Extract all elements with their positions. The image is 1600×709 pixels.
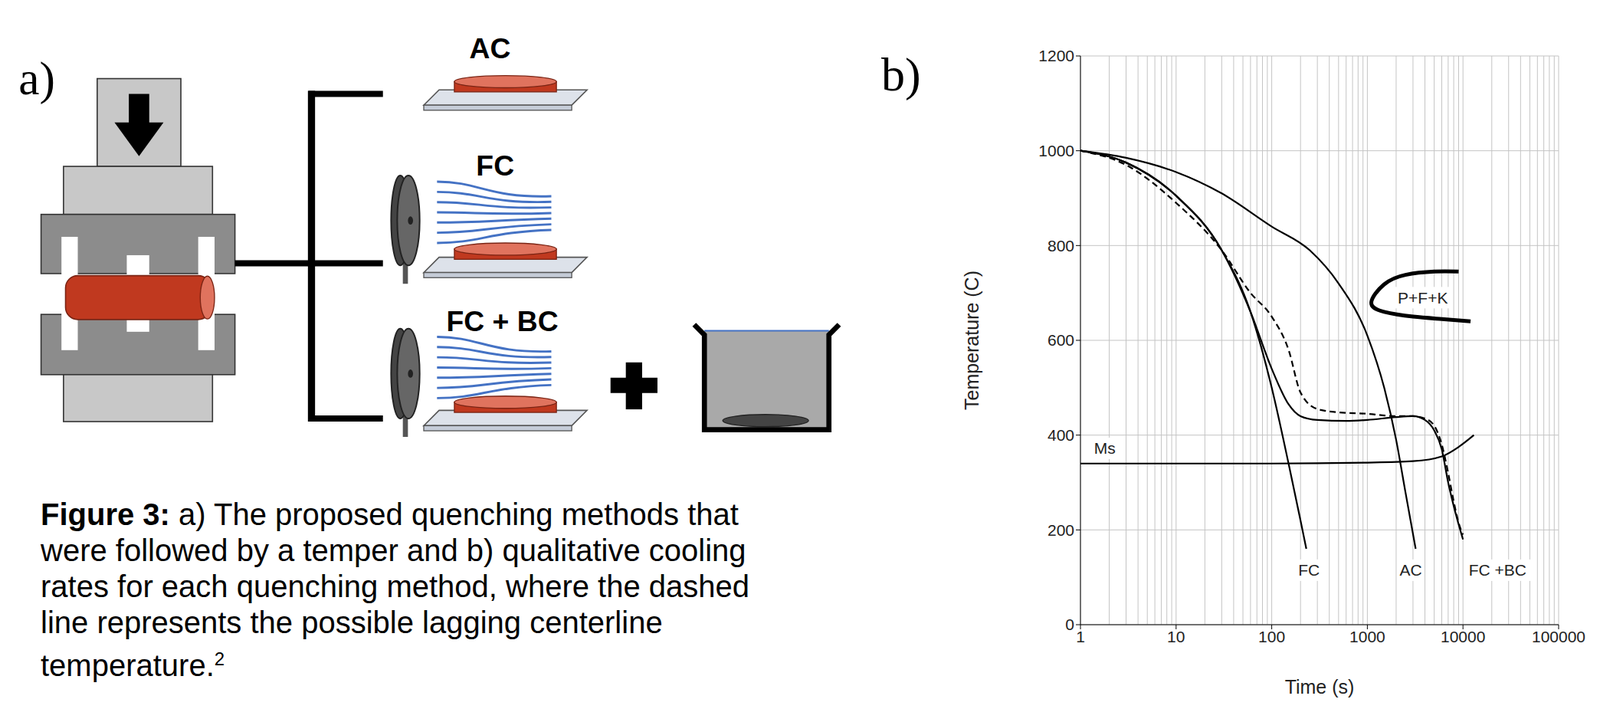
html-text:line represents the possible l: line represents the possible lagging cen… bbox=[40, 605, 663, 640]
svg-text:10: 10 bbox=[1167, 627, 1185, 646]
svg-text:Ms: Ms bbox=[1094, 439, 1116, 457]
svg-text:800: 800 bbox=[1047, 236, 1075, 255]
svg-text:400: 400 bbox=[1047, 426, 1075, 444]
html-text:temperature.2: temperature.2 bbox=[40, 648, 225, 683]
html-text:rates for each quenching metho: rates for each quenching method, where t… bbox=[40, 569, 750, 604]
svg-text:600: 600 bbox=[1047, 331, 1075, 349]
html-text:Figure 3: a) The proposed quen: Figure 3: a) The proposed quenching meth… bbox=[40, 497, 739, 532]
svg-text:FC + BC: FC + BC bbox=[446, 304, 559, 338]
svg-text:a): a) bbox=[18, 52, 56, 105]
svg-text:Time (s): Time (s) bbox=[1285, 675, 1355, 698]
svg-text:100000: 100000 bbox=[1531, 627, 1586, 646]
svg-text:0: 0 bbox=[1065, 615, 1075, 633]
svg-text:1000: 1000 bbox=[1349, 627, 1386, 646]
svg-text:FC: FC bbox=[475, 149, 515, 182]
svg-text:1200: 1200 bbox=[1038, 46, 1075, 65]
svg-text:200: 200 bbox=[1047, 521, 1075, 539]
svg-text:AC: AC bbox=[1399, 560, 1422, 579]
svg-text:AC: AC bbox=[469, 32, 512, 65]
svg-text:10000: 10000 bbox=[1440, 627, 1486, 646]
svg-text:P+F+K: P+F+K bbox=[1397, 288, 1448, 307]
svg-text:1000: 1000 bbox=[1038, 141, 1075, 160]
svg-text:Temperature (C): Temperature (C) bbox=[960, 270, 983, 410]
html-text:b): b) bbox=[881, 48, 921, 101]
svg-text:1: 1 bbox=[1075, 627, 1086, 646]
svg-text:100: 100 bbox=[1258, 627, 1286, 646]
svg-text:FC +BC: FC +BC bbox=[1468, 560, 1527, 579]
html-text:were followed by a temper and: were followed by a temper and b) qualita… bbox=[40, 533, 746, 568]
svg-text:FC: FC bbox=[1298, 560, 1320, 579]
